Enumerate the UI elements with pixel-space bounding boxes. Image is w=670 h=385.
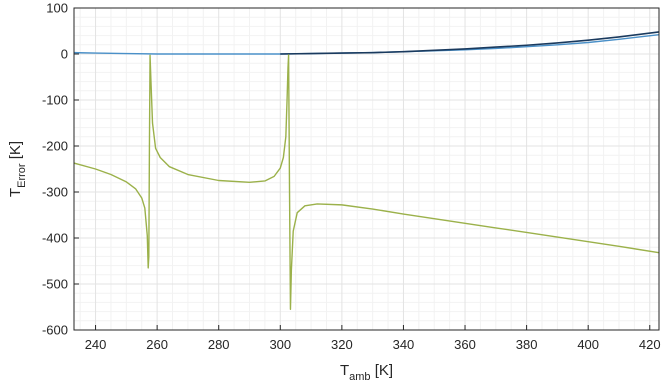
y-axis-ticks: 100 0 -100 -200 -300 -400 -500 -600 xyxy=(42,1,79,338)
y-tick-label: -500 xyxy=(42,277,68,292)
plot-frame xyxy=(73,7,660,331)
x-tick-label: 360 xyxy=(454,337,476,352)
x-tick-label: 400 xyxy=(577,337,599,352)
x-tick-label: 420 xyxy=(639,337,661,352)
minor-grid xyxy=(74,8,659,330)
y-tick-label: 0 xyxy=(61,47,68,62)
x-axis-label-unit: [K] xyxy=(371,362,394,379)
x-axis-ticks: 240 260 280 300 320 340 360 380 400 420 xyxy=(85,325,661,352)
y-axis-label-unit: [K] xyxy=(7,141,24,164)
series-layer xyxy=(73,31,660,310)
y-axis-label: TError [K] xyxy=(7,141,28,197)
y-tick-label: 100 xyxy=(46,1,68,16)
y-tick-label: -400 xyxy=(42,231,68,246)
y-tick-label: -300 xyxy=(42,185,68,200)
x-axis-label-sub: amb xyxy=(349,371,370,383)
x-tick-label: 340 xyxy=(393,337,415,352)
x-tick-label: 260 xyxy=(146,337,168,352)
y-tick-label: -600 xyxy=(42,323,68,338)
x-tick-label: 240 xyxy=(85,337,107,352)
y-axis-label-main: T xyxy=(7,188,24,197)
major-grid xyxy=(74,7,659,331)
y-tick-label: -200 xyxy=(42,139,68,154)
series-line-3 xyxy=(73,54,660,310)
x-axis-label: Tamb [K] xyxy=(340,362,393,383)
x-tick-label: 320 xyxy=(331,337,353,352)
plot-background xyxy=(74,8,659,330)
y-tick-label: -100 xyxy=(42,93,68,108)
y-axis-label-sub: Error xyxy=(16,163,28,188)
x-tick-label: 300 xyxy=(269,337,291,352)
x-tick-label: 380 xyxy=(516,337,538,352)
series-line-2 xyxy=(280,31,660,55)
x-axis-label-main: T xyxy=(340,362,349,379)
x-tick-label: 280 xyxy=(208,337,230,352)
